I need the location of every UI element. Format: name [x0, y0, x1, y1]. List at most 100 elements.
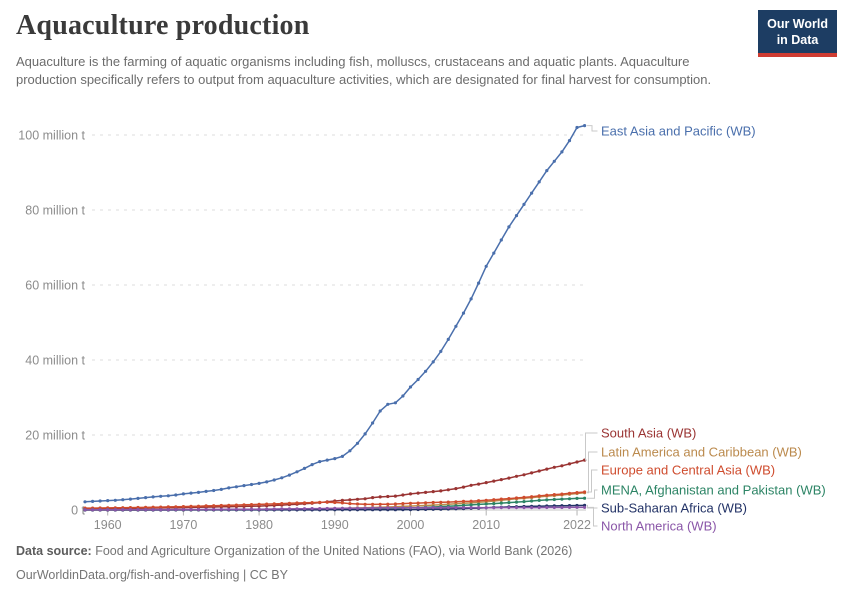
series-point-europe-and-central-asia-wb: [545, 493, 549, 497]
legend-label-east-asia-and-pacific-wb[interactable]: East Asia and Pacific (WB): [601, 124, 756, 139]
series-point-north-america-wb: [522, 506, 526, 510]
series-point-europe-and-central-asia-wb: [530, 495, 534, 499]
y-axis-tick-label: 80 million t: [25, 204, 85, 218]
series-point-mena-afghanistan-and-pakistan-wb: [560, 497, 564, 501]
series-point-east-asia-and-pacific-wb: [545, 169, 549, 173]
series-point-north-america-wb: [106, 508, 110, 512]
series-point-europe-and-central-asia-wb: [166, 505, 170, 509]
legend-leader-sub-saharan-africa-wb: [587, 504, 598, 509]
series-point-europe-and-central-asia-wb: [333, 500, 337, 505]
series-point-north-america-wb: [416, 506, 420, 510]
series-point-north-america-wb: [98, 508, 102, 512]
series-point-mena-afghanistan-and-pakistan-wb: [537, 498, 541, 502]
legend-leader-north-america-wb: [587, 506, 598, 527]
series-point-east-asia-and-pacific-wb: [401, 394, 405, 398]
series-point-north-america-wb: [227, 507, 231, 511]
series-point-europe-and-central-asia-wb: [446, 500, 450, 504]
legend-label-south-asia-wb[interactable]: South Asia (WB): [601, 426, 696, 441]
legend-label-europe-and-central-asia-wb[interactable]: Europe and Central Asia (WB): [601, 463, 775, 478]
series-point-europe-and-central-asia-wb: [424, 501, 428, 505]
series-point-north-america-wb: [469, 506, 473, 510]
series-point-north-america-wb: [424, 506, 428, 510]
series-point-east-asia-and-pacific-wb: [98, 499, 102, 503]
series-point-north-america-wb: [461, 506, 466, 510]
legend-label-mena-afghanistan-and-pakistan-wb[interactable]: MENA, Afghanistan and Pakistan (WB): [601, 483, 826, 498]
series-point-europe-and-central-asia-wb: [469, 499, 473, 503]
series-line-east-asia-and-pacific-wb[interactable]: [84, 124, 585, 503]
series-point-europe-and-central-asia-wb: [431, 500, 435, 505]
series-point-europe-and-central-asia-wb: [522, 495, 526, 499]
series-point-europe-and-central-asia-wb: [242, 503, 246, 507]
series-point-north-america-wb: [408, 506, 413, 510]
series-point-europe-and-central-asia-wb: [272, 502, 276, 506]
series-point-north-america-wb: [280, 507, 284, 511]
series-point-north-america-wb: [348, 506, 352, 510]
data-source-label: Data source:: [16, 544, 92, 558]
series-point-north-america-wb: [249, 507, 254, 511]
x-axis-tick-label: 2022: [563, 518, 591, 532]
owid-logo[interactable]: Our World in Data: [758, 10, 837, 58]
series-point-east-asia-and-pacific-wb: [302, 466, 307, 470]
series-point-east-asia-and-pacific-wb: [272, 478, 276, 482]
series-point-north-america-wb: [560, 505, 564, 510]
series-point-north-america-wb: [159, 508, 163, 512]
series-point-north-america-wb: [295, 507, 299, 511]
series-point-east-asia-and-pacific-wb: [424, 369, 428, 373]
series-point-north-america-wb: [166, 508, 170, 512]
series-point-mena-afghanistan-and-pakistan-wb: [469, 503, 473, 507]
series-point-north-america-wb: [484, 506, 488, 510]
series-point-south-asia-wb: [340, 498, 344, 502]
x-axis-tick-label: 1980: [245, 518, 273, 532]
series-point-europe-and-central-asia-wb: [355, 502, 360, 506]
series-point-east-asia-and-pacific-wb: [265, 480, 269, 484]
series-point-mena-afghanistan-and-pakistan-wb: [492, 502, 496, 506]
legend-leader-south-asia-wb: [585, 432, 598, 461]
page-title: Aquaculture production: [16, 10, 310, 41]
series-point-south-asia-wb: [545, 467, 549, 471]
series-point-east-asia-and-pacific-wb: [310, 463, 314, 467]
series-point-north-america-wb: [181, 507, 185, 512]
series-point-north-america-wb: [196, 507, 201, 512]
canonical-url-link[interactable]: OurWorldinData.org/fish-and-overfishing: [16, 568, 240, 583]
legend-label-sub-saharan-africa-wb[interactable]: Sub-Saharan Africa (WB): [601, 501, 747, 516]
series-point-europe-and-central-asia-wb: [310, 501, 314, 505]
series-point-east-asia-and-pacific-wb: [219, 487, 223, 491]
series-point-south-asia-wb: [431, 490, 435, 494]
series-point-south-asia-wb: [469, 483, 473, 487]
series-point-east-asia-and-pacific-wb: [348, 449, 352, 453]
series-point-east-asia-and-pacific-wb: [227, 486, 231, 490]
series-point-east-asia-and-pacific-wb: [522, 202, 526, 206]
series-point-mena-afghanistan-and-pakistan-wb: [477, 502, 481, 506]
series-point-east-asia-and-pacific-wb: [234, 485, 238, 489]
license-link[interactable]: CC BY: [249, 568, 288, 583]
series-point-europe-and-central-asia-wb: [393, 502, 397, 506]
series-point-east-asia-and-pacific-wb: [144, 496, 148, 500]
series-point-europe-and-central-asia-wb: [416, 501, 420, 505]
series-point-north-america-wb: [393, 506, 397, 510]
series-point-mena-afghanistan-and-pakistan-wb: [530, 499, 534, 503]
series-point-north-america-wb: [355, 506, 360, 510]
x-axis-tick-label: 1990: [321, 518, 349, 532]
series-point-south-asia-wb: [461, 485, 466, 489]
legend-label-latin-america-and-caribbean-wb[interactable]: Latin America and Caribbean (WB): [601, 445, 802, 460]
series-point-east-asia-and-pacific-wb: [106, 499, 110, 503]
series-point-south-asia-wb: [355, 497, 360, 501]
series-point-east-asia-and-pacific-wb: [355, 441, 360, 445]
series-point-north-america-wb: [325, 506, 329, 511]
series-point-south-asia-wb: [439, 489, 443, 493]
series-point-europe-and-central-asia-wb: [325, 500, 329, 504]
series-point-south-asia-wb: [484, 481, 488, 485]
series-point-south-asia-wb: [560, 464, 564, 468]
series-point-europe-and-central-asia-wb: [401, 502, 405, 506]
series-point-north-america-wb: [234, 507, 238, 511]
series-point-europe-and-central-asia-wb: [159, 505, 163, 509]
series-point-europe-and-central-asia-wb: [348, 502, 352, 506]
series-point-north-america-wb: [454, 506, 458, 510]
series-point-east-asia-and-pacific-wb: [166, 494, 170, 498]
legend-label-north-america-wb[interactable]: North America (WB): [601, 519, 717, 534]
series-point-north-america-wb: [204, 507, 208, 511]
series-point-europe-and-central-asia-wb: [151, 505, 155, 509]
series-point-mena-afghanistan-and-pakistan-wb: [552, 497, 556, 502]
series-point-east-asia-and-pacific-wb: [514, 214, 519, 218]
